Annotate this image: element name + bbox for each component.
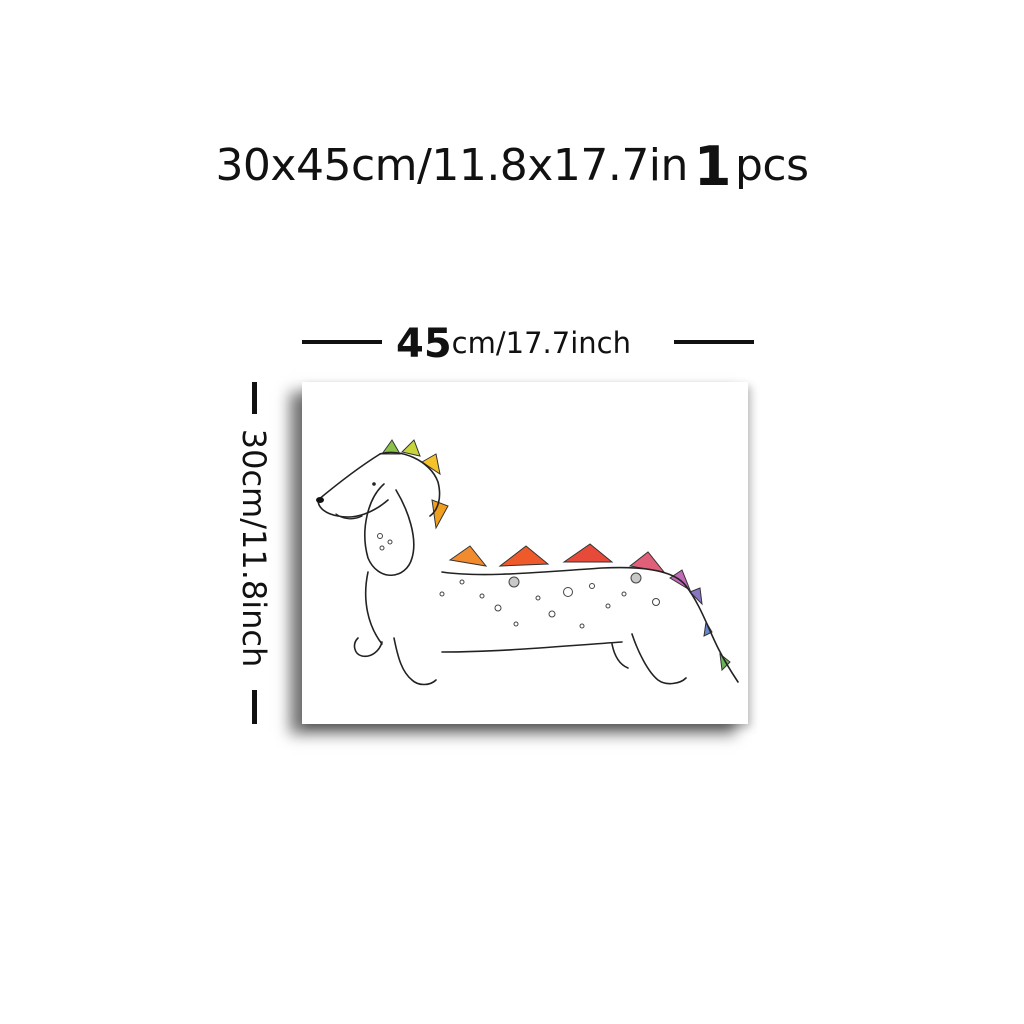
width-dimension-line-right bbox=[674, 340, 754, 344]
belly-leg bbox=[611, 643, 629, 669]
nose bbox=[316, 497, 324, 503]
spot bbox=[439, 591, 445, 597]
tail bbox=[685, 585, 739, 683]
spot bbox=[579, 623, 585, 629]
size-heading: 30x45cm/11.8x17.7in 1pcs bbox=[0, 138, 1024, 195]
canvas-print bbox=[302, 382, 748, 724]
chest bbox=[364, 571, 383, 645]
spot bbox=[379, 545, 385, 551]
eye bbox=[372, 482, 376, 486]
hind-leg bbox=[631, 633, 687, 685]
body-bottom bbox=[441, 641, 623, 653]
snout bbox=[317, 453, 389, 518]
spike bbox=[401, 439, 421, 457]
spot bbox=[652, 598, 660, 606]
spike bbox=[498, 545, 550, 567]
spot bbox=[513, 621, 519, 627]
quantity-number: 1 bbox=[693, 135, 732, 198]
spike bbox=[431, 499, 449, 530]
body-spots bbox=[377, 533, 660, 629]
dachshund-dinosaur-illustration bbox=[316, 439, 739, 686]
front-paw bbox=[353, 637, 383, 658]
spot bbox=[621, 591, 627, 597]
size-text: 30x45cm/11.8x17.7in bbox=[215, 140, 688, 191]
head bbox=[379, 451, 441, 517]
spot bbox=[479, 593, 485, 599]
spike bbox=[689, 587, 703, 606]
dog-outline bbox=[317, 451, 739, 686]
width-value: 45 bbox=[396, 321, 452, 367]
height-dimension-line-bottom bbox=[252, 690, 257, 724]
spot bbox=[535, 595, 541, 601]
height-dimension-line-top bbox=[252, 382, 257, 414]
spot bbox=[548, 610, 556, 618]
spot bbox=[563, 587, 573, 597]
face bbox=[316, 482, 376, 520]
spot bbox=[377, 533, 383, 539]
spike bbox=[448, 545, 488, 567]
body-top bbox=[441, 566, 687, 587]
quantity-unit: pcs bbox=[735, 140, 809, 191]
spot bbox=[630, 572, 642, 584]
height-dimension-label: 30cm/11.8inch bbox=[235, 428, 273, 668]
width-unit: cm/17.7inch bbox=[451, 326, 631, 360]
spike bbox=[381, 439, 401, 455]
ear bbox=[364, 483, 415, 576]
width-dimension-label: 45cm/17.7inch bbox=[396, 318, 656, 368]
front-leg bbox=[393, 637, 437, 686]
spot bbox=[387, 539, 393, 545]
spot bbox=[459, 579, 465, 585]
spot bbox=[589, 583, 595, 589]
mouth bbox=[335, 513, 363, 520]
width-dimension-line-left bbox=[302, 340, 382, 344]
spot bbox=[494, 604, 502, 612]
spot bbox=[605, 603, 611, 609]
spike bbox=[421, 453, 441, 476]
spike bbox=[562, 543, 614, 563]
spot bbox=[508, 576, 520, 588]
